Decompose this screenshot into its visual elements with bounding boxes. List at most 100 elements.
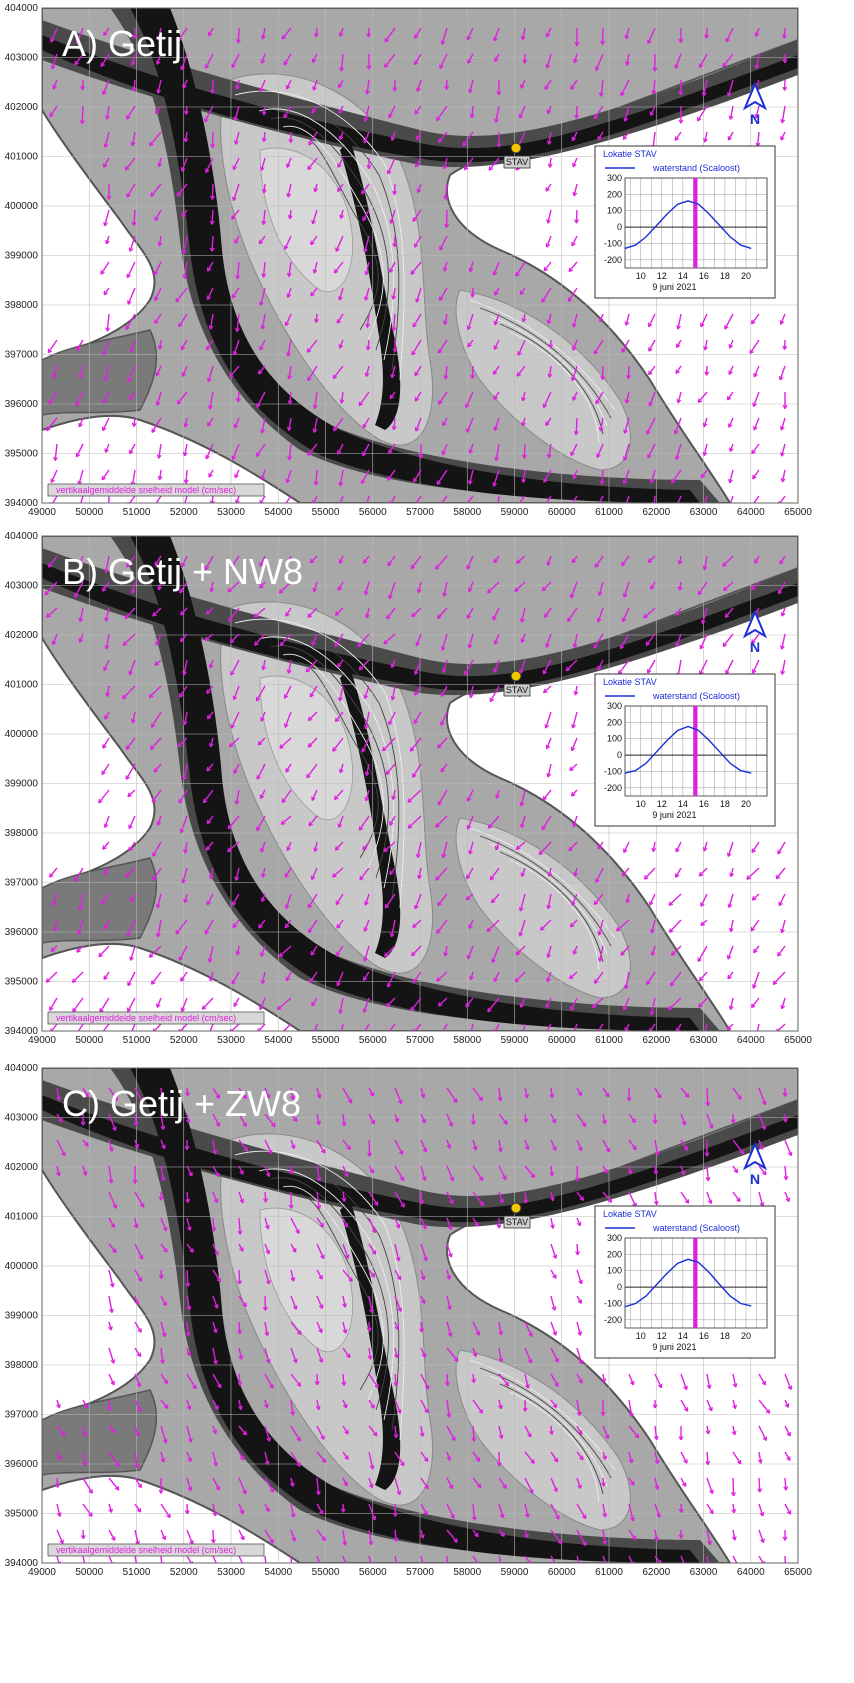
velocity-arrow xyxy=(364,581,370,595)
velocity-arrowhead xyxy=(754,559,759,564)
velocity-arrow xyxy=(257,737,266,746)
velocity-arrowhead xyxy=(260,35,266,40)
velocity-arrowhead xyxy=(444,223,450,228)
velocity-arrowhead xyxy=(600,375,606,381)
velocity-arrowhead xyxy=(546,109,552,115)
velocity-arrowhead xyxy=(440,767,446,773)
velocity-arrow xyxy=(314,1023,318,1031)
velocity-arrowhead xyxy=(260,475,266,481)
velocity-arrow xyxy=(472,1399,484,1414)
velocity-arrowhead xyxy=(131,422,137,427)
velocity-arrow xyxy=(705,27,708,39)
velocity-arrowhead xyxy=(704,371,710,376)
velocity-arrowhead xyxy=(753,372,758,378)
velocity-arrowhead xyxy=(437,800,443,806)
velocity-arrowhead xyxy=(391,295,397,300)
velocity-arrowhead xyxy=(286,669,292,674)
velocity-arrow xyxy=(749,339,760,354)
velocity-arrow xyxy=(758,1165,767,1176)
velocity-arrowhead xyxy=(233,769,238,774)
velocity-arrowhead xyxy=(110,1223,115,1228)
velocity-arrowhead xyxy=(361,189,366,195)
velocity-arrow xyxy=(44,581,58,596)
velocity-arrowhead xyxy=(124,166,130,171)
velocity-arrowhead xyxy=(265,1507,270,1513)
velocity-arrowhead xyxy=(338,481,344,487)
velocity-arrowhead xyxy=(780,1004,786,1010)
inset-x-tick-label: 14 xyxy=(678,799,688,809)
velocity-arrow xyxy=(704,339,708,351)
velocity-arrowhead xyxy=(423,1256,428,1262)
velocity-arrowhead xyxy=(544,613,549,618)
velocity-arrow xyxy=(420,1165,426,1181)
velocity-arrowhead xyxy=(707,1540,712,1546)
velocity-arrowhead xyxy=(182,451,188,457)
velocity-arrow xyxy=(495,443,500,461)
velocity-arrow xyxy=(472,1321,480,1336)
velocity-arrow xyxy=(466,555,474,570)
velocity-arrowhead xyxy=(699,644,704,650)
velocity-arrowhead xyxy=(472,1352,478,1357)
velocity-arrowhead xyxy=(782,59,788,64)
velocity-arrowhead xyxy=(622,135,628,140)
y-tick-label: 401000 xyxy=(5,1212,39,1223)
velocity-arrowhead xyxy=(308,821,313,827)
inset-x-tick-label: 10 xyxy=(636,271,646,281)
x-tick-label: 50000 xyxy=(75,1567,103,1578)
velocity-arrow xyxy=(238,1165,244,1175)
velocity-arrow xyxy=(314,391,318,409)
velocity-arrowhead xyxy=(493,426,499,431)
velocity-arrow xyxy=(133,417,136,427)
velocity-arrow xyxy=(234,235,240,244)
velocity-arrow xyxy=(593,339,604,355)
velocity-arrow xyxy=(312,79,318,91)
velocity-arrowhead xyxy=(364,296,369,301)
x-tick-label: 53000 xyxy=(217,1567,245,1578)
velocity-arrowhead xyxy=(256,775,261,780)
velocity-arrow xyxy=(235,867,240,881)
velocity-arrow xyxy=(572,157,578,168)
velocity-arrowhead xyxy=(205,846,211,851)
velocity-arrowhead xyxy=(313,847,319,852)
velocity-arrowhead xyxy=(136,1382,142,1388)
velocity-arrowhead xyxy=(227,847,232,853)
velocity-arrow xyxy=(597,131,604,141)
velocity-arrowhead xyxy=(130,61,136,66)
velocity-arrow xyxy=(183,659,188,676)
x-tick-label: 49000 xyxy=(28,1035,56,1046)
velocity-arrow xyxy=(576,1321,582,1336)
velocity-arrowhead xyxy=(344,1172,349,1178)
velocity-arrowhead xyxy=(82,1461,88,1467)
velocity-arrow xyxy=(601,365,604,380)
velocity-arrowhead xyxy=(292,1358,298,1364)
velocity-arrowhead xyxy=(254,613,259,618)
velocity-arrowhead xyxy=(387,561,392,567)
velocity-arrow xyxy=(134,1087,144,1104)
velocity-arrow xyxy=(472,1451,481,1462)
velocity-arrowhead xyxy=(732,1383,738,1388)
velocity-arrow xyxy=(414,365,422,377)
velocity-arrowhead xyxy=(678,91,684,96)
velocity-arrow xyxy=(751,633,760,644)
velocity-arrowhead xyxy=(113,1096,118,1101)
velocity-arrowhead xyxy=(625,898,631,904)
velocity-arrow xyxy=(625,53,630,66)
velocity-arrowhead xyxy=(709,1489,714,1495)
velocity-arrowhead xyxy=(122,694,127,700)
velocity-arrowhead xyxy=(278,589,284,594)
velocity-arrow xyxy=(758,1477,761,1493)
velocity-arrowhead xyxy=(269,1488,275,1493)
velocity-arrowhead xyxy=(571,241,576,247)
velocity-arrow xyxy=(407,815,422,829)
inset-legend-label: waterstand (Scaloost) xyxy=(652,163,740,173)
velocity-arrow xyxy=(780,417,786,431)
velocity-arrowhead xyxy=(543,478,548,483)
velocity-arrow xyxy=(437,789,448,806)
velocity-arrow xyxy=(550,1165,553,1177)
velocity-arrow xyxy=(706,1373,711,1389)
velocity-arrow xyxy=(675,365,682,374)
velocity-arrow xyxy=(101,581,110,592)
velocity-arrow xyxy=(699,659,708,675)
velocity-arrow xyxy=(550,1113,557,1124)
